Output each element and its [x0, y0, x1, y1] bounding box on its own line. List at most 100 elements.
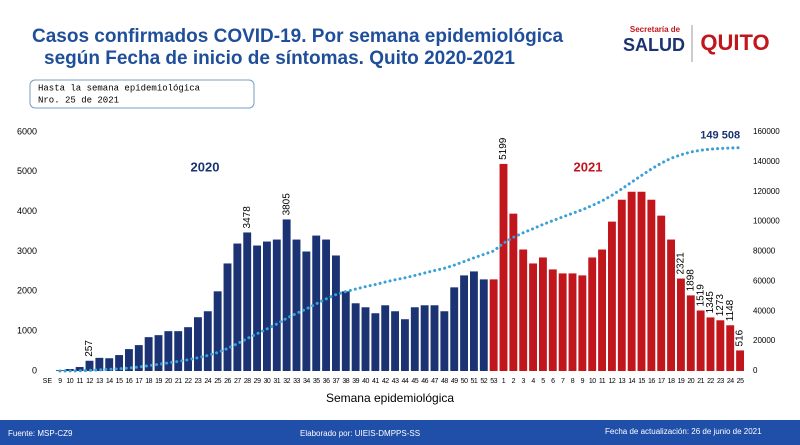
cumulative-line — [58, 146, 742, 373]
bar — [253, 245, 262, 371]
bar — [469, 271, 478, 371]
y-tick-label: 3000 — [17, 246, 37, 256]
bar — [164, 331, 173, 371]
bar — [696, 310, 705, 371]
x-tick-label: 22 — [185, 378, 192, 385]
x-tick-label: 13 — [96, 378, 103, 385]
bar — [647, 199, 656, 371]
note-line: Hasta la semana epidemiológica — [38, 83, 201, 93]
x-tick-label: 52 — [480, 378, 487, 385]
bar — [489, 279, 498, 371]
bar — [499, 163, 508, 371]
x-tick-label: 30 — [264, 378, 271, 385]
x-tick-label: 18 — [668, 378, 675, 385]
x-tick-label: 36 — [323, 378, 330, 385]
x-tick-label: 5 — [541, 378, 545, 385]
x-tick-label: 25 — [737, 378, 744, 385]
x-tick-label: 8 — [571, 378, 575, 385]
x-tick-label: 40 — [362, 378, 369, 385]
x-tick-label: 1 — [502, 378, 506, 385]
x-tick-label: 4 — [531, 378, 535, 385]
x-axis-title: Semana epidemiológica — [326, 391, 454, 405]
x-tick-label: 12 — [609, 378, 616, 385]
x-tick-label: 16 — [648, 378, 655, 385]
y2-tick-label: 20000 — [753, 336, 776, 345]
y-tick-label: 6000 — [17, 126, 37, 136]
x-tick-label: 21 — [175, 378, 182, 385]
x-tick-label: 44 — [402, 378, 409, 385]
x-tick-label: 43 — [392, 378, 399, 385]
data-label: 1273 — [715, 294, 726, 317]
x-tick-label: 15 — [116, 378, 123, 385]
x-tick-label: 24 — [727, 378, 734, 385]
bar — [233, 243, 242, 371]
footer-bar — [0, 420, 800, 445]
bar — [519, 249, 528, 371]
bar — [302, 251, 311, 371]
bar — [115, 355, 124, 371]
x-tick-label: 37 — [333, 378, 340, 385]
data-label: 257 — [84, 340, 95, 357]
bar — [598, 249, 607, 371]
bar — [223, 263, 232, 371]
x-tick-label: 2 — [512, 378, 516, 385]
bar — [706, 317, 715, 371]
bar — [154, 335, 163, 371]
x-tick-label: 51 — [471, 378, 478, 385]
logo-text: QUITO — [700, 30, 769, 55]
x-tick-label: 38 — [342, 378, 349, 385]
data-label: 5199 — [498, 137, 509, 160]
x-tick-label: 10 — [589, 378, 596, 385]
y2-tick-label: 140000 — [753, 157, 780, 166]
bar — [75, 367, 84, 371]
bar — [243, 232, 252, 371]
x-tick-label: 20 — [165, 378, 172, 385]
y2-tick-label: 160000 — [753, 127, 780, 136]
x-tick-label: 39 — [352, 378, 359, 385]
series-label: 2020 — [191, 159, 220, 174]
x-tick-label: 47 — [431, 378, 438, 385]
x-tick-label: 21 — [697, 378, 704, 385]
x-tick-label: 48 — [441, 378, 448, 385]
line-end-label: 149 508 — [700, 130, 740, 142]
data-label: 3478 — [242, 206, 253, 229]
bar — [420, 305, 429, 371]
x-tick-label: 11 — [599, 378, 606, 385]
bar — [193, 317, 202, 371]
bar — [184, 327, 193, 371]
data-label: 1148 — [725, 299, 736, 321]
bar — [578, 275, 587, 371]
bar — [686, 295, 695, 371]
y2-tick-label: 100000 — [753, 217, 780, 226]
x-tick-label: 34 — [303, 378, 310, 385]
bar — [95, 357, 104, 371]
bar — [676, 278, 685, 371]
bar — [341, 291, 350, 371]
y-tick-label: 5000 — [17, 166, 37, 176]
y-tick-label: 2000 — [17, 286, 37, 296]
bar — [361, 307, 370, 371]
bar — [509, 213, 518, 371]
logo-text: SALUD — [623, 35, 685, 55]
x-tick-label: 14 — [628, 378, 635, 385]
bar — [272, 239, 281, 371]
bar — [410, 307, 419, 371]
x-tick-label: 10 — [66, 378, 73, 385]
x-tick-label: 45 — [411, 378, 418, 385]
x-tick-label: 28 — [244, 378, 251, 385]
footer-text: Fecha de actualización: 26 de junio de 2… — [605, 427, 762, 436]
x-tick-label: 32 — [283, 378, 290, 385]
bar — [351, 303, 360, 371]
bar — [479, 279, 488, 371]
x-tick-label: 35 — [313, 378, 320, 385]
x-tick-label: 25 — [214, 378, 221, 385]
x-tick-label: 19 — [155, 378, 162, 385]
data-label: 1345 — [705, 291, 716, 314]
x-tick-label: 9 — [581, 378, 585, 385]
x-tick-label: 14 — [106, 378, 113, 385]
x-tick-label: 26 — [224, 378, 231, 385]
bar — [548, 269, 557, 371]
bar — [203, 311, 212, 371]
bar — [331, 255, 340, 371]
